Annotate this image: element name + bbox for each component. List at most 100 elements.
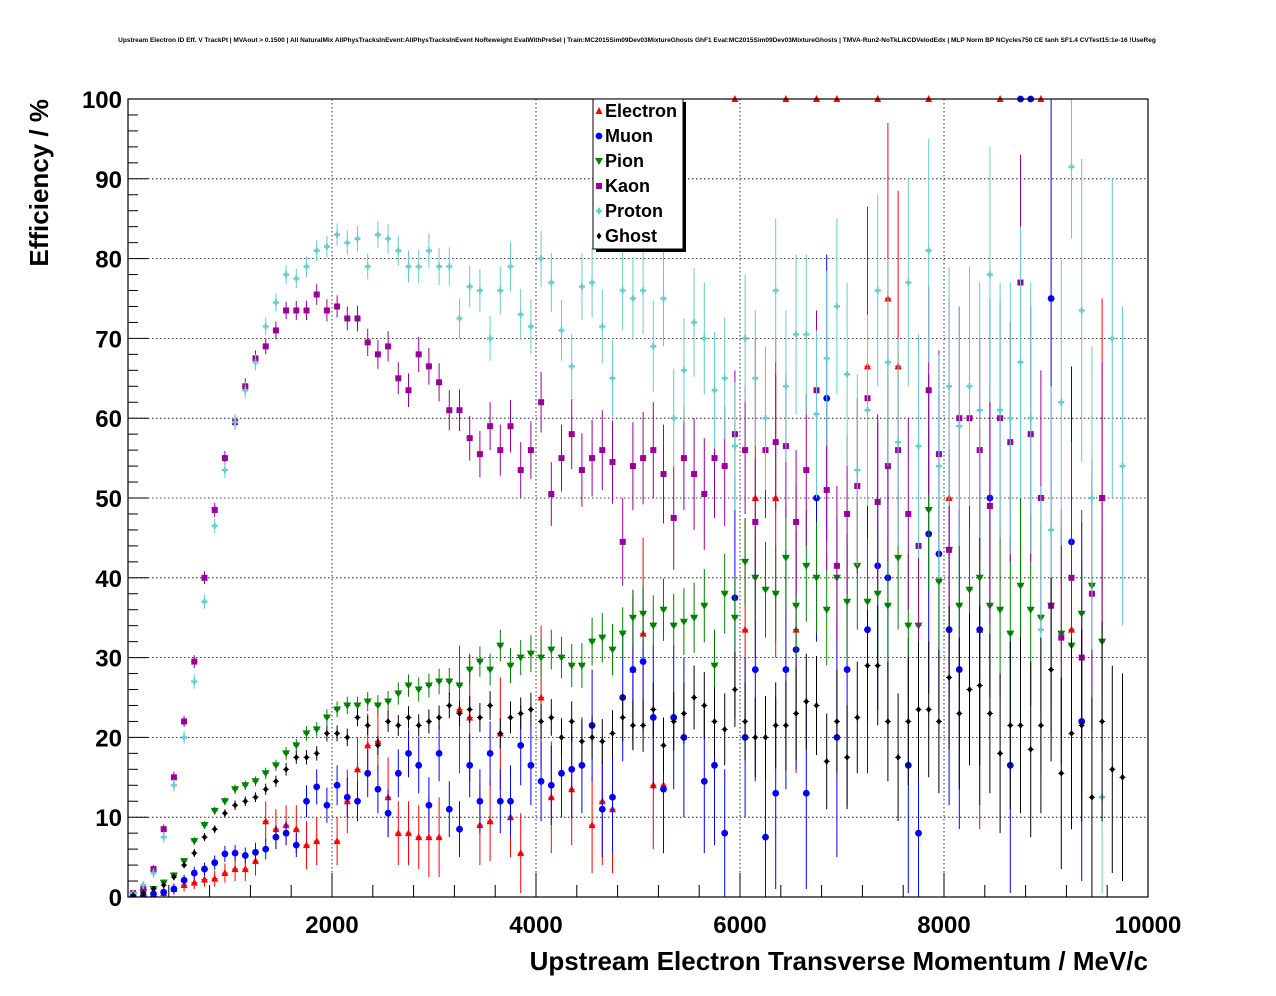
electron-point [517,849,525,857]
pion-point [965,586,974,594]
proton-point [935,462,942,470]
proton-point [252,359,259,366]
ghost-point [1018,721,1023,729]
ghost-point [426,717,432,725]
proton-point [283,271,290,278]
electron-point [221,869,229,877]
proton-point [1088,494,1095,502]
proton-point [680,367,687,374]
x-axis-label: Upstream Electron Transverse Momentum / … [530,946,1148,976]
kaon-point [221,455,228,462]
ghost-point [763,733,768,741]
pion-point [618,630,627,638]
proton-point [1109,335,1116,342]
ghost-point [263,785,269,793]
electron-point [262,817,270,825]
pion-point [781,554,790,562]
ghost-point [926,705,932,713]
kaon-point [293,307,300,314]
proton-point [1027,415,1034,422]
ghost-point [395,721,401,729]
muon-point [476,797,484,805]
muon-point [751,666,759,673]
ghost-point [365,721,371,729]
pion-legend-marker [595,158,603,165]
pion-point [996,606,1005,614]
proton-point [395,247,402,254]
proton-point [313,247,320,254]
muon-point [405,749,412,757]
kaon-point [823,487,830,494]
y-tick-label: 50 [95,486,122,513]
muon-point [313,783,321,791]
pion-point [190,838,199,846]
muon-point [843,666,851,673]
proton-point [476,287,483,294]
ghost-point [314,749,320,757]
proton-point [211,522,218,530]
ghost-point [232,801,238,809]
muon-point [384,809,392,817]
proton-point [844,371,851,378]
electron-point [588,821,596,829]
proton-point [793,331,800,338]
proton-point [334,231,341,238]
ghost-point [518,709,524,717]
x-tick-label: 10000 [1115,912,1182,939]
ghost-point [895,753,901,761]
kaon-point [629,463,636,470]
proton-point [997,407,1004,414]
kaon-point [1099,495,1106,501]
ghost-point [1038,721,1044,729]
ghost-point [1048,666,1054,674]
ghost-point [967,686,972,694]
electron-point [741,625,749,633]
proton-point [1037,626,1044,633]
electron-point [364,741,372,749]
muon-point [915,829,922,837]
electron-legend-marker [595,107,603,114]
muon-point [507,797,514,805]
muon-point [221,850,229,858]
kaon-point [323,307,330,314]
ghost-point [334,729,340,737]
ghost-point [773,721,779,729]
ghost-point [610,729,615,737]
kaon-point [803,467,810,474]
proton-point [507,263,514,270]
proton-point [1078,307,1085,314]
pion-point [690,614,699,622]
proton-point [946,383,953,390]
proton-legend-marker [596,207,602,215]
pion-point [659,606,668,614]
data-series [129,95,1126,897]
pion-point [486,666,495,674]
kaon-point [670,514,677,521]
ghost-point [834,717,840,725]
proton-point [1058,399,1065,406]
kaon-point [313,291,320,298]
proton-point [568,363,575,370]
ghost-point [987,709,993,717]
kaon-legend-label: Kaon [605,176,650,196]
muon-point [190,869,198,877]
kaon-point [650,447,657,454]
proton-point [415,263,422,270]
kaon-point [303,307,310,314]
proton-point [711,387,718,394]
pion-point [588,638,597,646]
proton-point [609,375,616,382]
kaon-point [170,774,177,781]
muon-point [456,825,463,833]
kaon-point [415,351,422,358]
proton-point [976,407,983,414]
pion-point [526,650,535,658]
pion-point [282,750,291,758]
proton-point [436,263,443,270]
proton-point [670,415,677,422]
ghost-point [161,881,167,889]
kaon-point [578,467,585,474]
ghost-point [875,662,881,670]
muon-point [598,805,606,813]
ghost-point [130,891,136,897]
